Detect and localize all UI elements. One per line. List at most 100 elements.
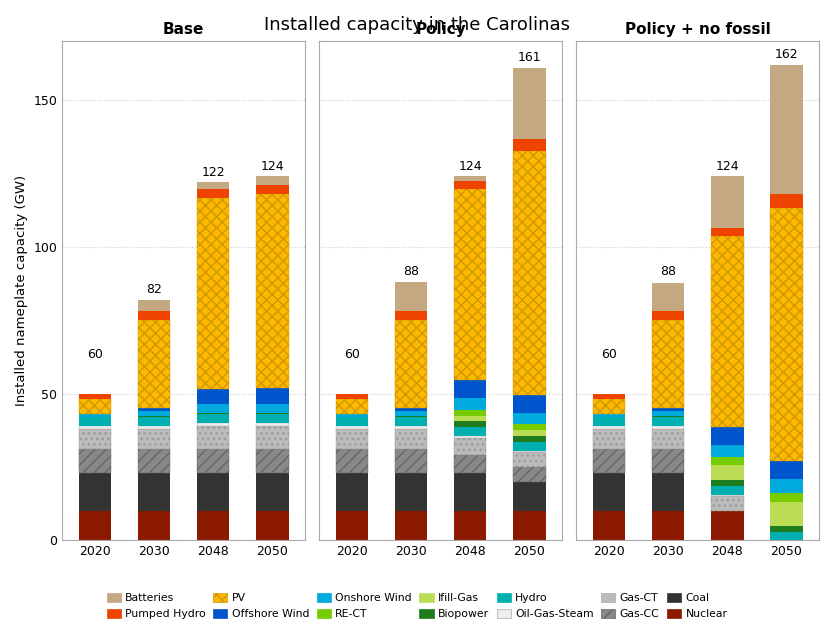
Bar: [770, 64, 803, 194]
Bar: [770, 461, 803, 478]
Bar: [593, 426, 626, 428]
Y-axis label: Installed nameplate capacity (GW): Installed nameplate capacity (GW): [15, 175, 28, 406]
Bar: [711, 511, 744, 540]
Bar: [593, 473, 626, 511]
Bar: [513, 436, 545, 442]
Bar: [138, 300, 170, 312]
Bar: [138, 428, 170, 449]
Bar: [138, 449, 170, 473]
Text: Installed capacity in the Carolinas: Installed capacity in the Carolinas: [264, 16, 570, 33]
Bar: [394, 511, 427, 540]
Bar: [256, 449, 289, 473]
Bar: [197, 449, 229, 473]
Bar: [197, 414, 229, 423]
Bar: [593, 449, 626, 473]
Bar: [711, 228, 744, 236]
Bar: [652, 416, 685, 417]
Bar: [711, 496, 744, 511]
Bar: [770, 494, 803, 502]
Bar: [78, 449, 111, 473]
Bar: [770, 194, 803, 209]
Bar: [256, 423, 289, 426]
Bar: [138, 320, 170, 408]
Bar: [78, 428, 111, 449]
Bar: [256, 413, 289, 414]
Bar: [394, 473, 427, 511]
Bar: [335, 417, 368, 426]
Bar: [454, 410, 486, 416]
Bar: [335, 399, 368, 414]
Legend: Batteries, Pumped Hydro, PV, Offshore Wind, Onshore Wind, RE-CT, Ifill-Gas, Biop: Batteries, Pumped Hydro, PV, Offshore Wi…: [103, 588, 731, 623]
Bar: [454, 380, 486, 398]
Bar: [335, 428, 368, 449]
Bar: [197, 413, 229, 414]
Bar: [513, 453, 545, 467]
Bar: [138, 416, 170, 417]
Bar: [593, 428, 626, 449]
Text: 88: 88: [661, 265, 676, 278]
Bar: [394, 449, 427, 473]
Bar: [138, 312, 170, 320]
Bar: [513, 395, 545, 413]
Bar: [652, 411, 685, 416]
Bar: [652, 320, 685, 408]
Bar: [335, 449, 368, 473]
Bar: [513, 430, 545, 436]
Bar: [711, 445, 744, 457]
Bar: [593, 414, 626, 417]
Bar: [454, 437, 486, 455]
Title: Policy: Policy: [415, 22, 466, 37]
Bar: [454, 190, 486, 380]
Bar: [770, 478, 803, 494]
Bar: [652, 473, 685, 511]
Bar: [335, 426, 368, 428]
Bar: [652, 408, 685, 411]
Title: Policy + no fossil: Policy + no fossil: [625, 22, 771, 37]
Bar: [454, 416, 486, 422]
Bar: [335, 473, 368, 511]
Bar: [394, 320, 427, 408]
Bar: [711, 176, 744, 228]
Bar: [711, 495, 744, 496]
Text: 124: 124: [260, 160, 284, 173]
Bar: [652, 417, 685, 426]
Bar: [711, 486, 744, 495]
Bar: [197, 511, 229, 540]
Bar: [256, 194, 289, 387]
Bar: [394, 417, 427, 426]
Bar: [138, 426, 170, 428]
Text: 161: 161: [518, 51, 541, 64]
Bar: [138, 408, 170, 411]
Bar: [454, 398, 486, 410]
Bar: [197, 190, 229, 198]
Bar: [513, 151, 545, 395]
Bar: [454, 455, 486, 473]
Bar: [78, 473, 111, 511]
Bar: [652, 449, 685, 473]
Bar: [394, 312, 427, 320]
Bar: [197, 423, 229, 426]
Bar: [770, 502, 803, 526]
Bar: [513, 140, 545, 151]
Bar: [513, 413, 545, 424]
Bar: [335, 414, 368, 417]
Bar: [454, 436, 486, 437]
Bar: [138, 417, 170, 426]
Bar: [454, 427, 486, 436]
Bar: [454, 176, 486, 181]
Bar: [197, 389, 229, 404]
Bar: [197, 404, 229, 413]
Bar: [652, 428, 685, 449]
Bar: [513, 511, 545, 540]
Text: 82: 82: [146, 283, 162, 296]
Bar: [770, 209, 803, 461]
Bar: [78, 399, 111, 414]
Bar: [513, 482, 545, 511]
Bar: [78, 394, 111, 399]
Bar: [513, 451, 545, 453]
Bar: [711, 465, 744, 480]
Bar: [652, 312, 685, 320]
Text: 88: 88: [403, 265, 419, 278]
Bar: [256, 414, 289, 423]
Bar: [78, 426, 111, 428]
